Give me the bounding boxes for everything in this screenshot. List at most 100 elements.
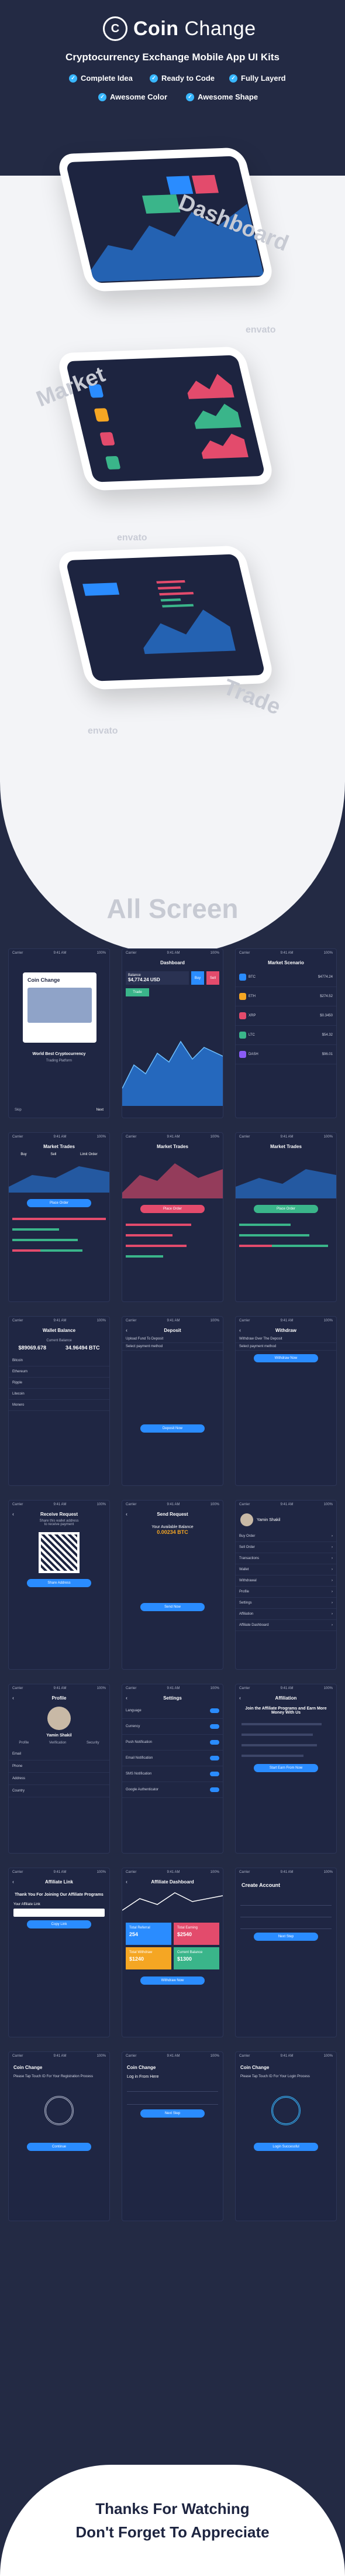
tab-sell[interactable]: Sell: [50, 1153, 57, 1156]
wallet-row[interactable]: Litecoin: [9, 1389, 109, 1400]
share-address-button[interactable]: Share Address: [27, 1579, 91, 1587]
back-arrow-icon[interactable]: ‹: [12, 1879, 14, 1885]
back-arrow-icon[interactable]: ‹: [126, 1511, 127, 1517]
menu-item[interactable]: Sell Order ›: [236, 1542, 336, 1553]
skip-button[interactable]: Skip: [15, 1108, 22, 1112]
fingerprint-icon[interactable]: [44, 2096, 74, 2125]
back-arrow-icon[interactable]: ‹: [126, 1879, 127, 1885]
profile-field-label: Country: [12, 1789, 25, 1793]
coin-symbol: DASH: [249, 1053, 258, 1056]
toggle-switch[interactable]: [210, 1708, 219, 1713]
coin-row[interactable]: BTC $4774.24: [236, 968, 336, 987]
toggle-switch[interactable]: [210, 1787, 219, 1792]
continue-button[interactable]: Continue: [27, 2143, 91, 2151]
settings-item[interactable]: Language: [122, 1703, 223, 1719]
status-bar: Carrier 9:41 AM 100%: [239, 1871, 333, 1874]
menu-item-label: Wallet: [239, 1568, 249, 1571]
menu-item[interactable]: Wallet ›: [236, 1564, 336, 1575]
start-earn-button[interactable]: Start Earn From Now: [254, 1764, 318, 1772]
signup-field[interactable]: [240, 1897, 332, 1906]
place-order-button[interactable]: Place Order: [254, 1205, 318, 1213]
brand-small: Coin Change: [127, 2065, 156, 2070]
tab-security[interactable]: Security: [86, 1741, 99, 1745]
tab-profile[interactable]: Profile: [19, 1741, 29, 1745]
send-now-button[interactable]: Send Now: [140, 1603, 205, 1611]
screen-fingerprint-login: Carrier 9:41 AM 100% Coin Change Please Ta…: [235, 2051, 337, 2221]
status-bar: Carrier 9:41 AM 100%: [239, 1687, 333, 1690]
withdraw-now-button[interactable]: Withdraw Now: [140, 1976, 205, 1985]
toggle-switch[interactable]: [210, 1740, 219, 1745]
profile-field[interactable]: Phone: [9, 1760, 109, 1773]
back-arrow-icon[interactable]: ‹: [126, 1327, 127, 1333]
toggle-switch[interactable]: [210, 1756, 219, 1760]
menu-item[interactable]: Profile ›: [236, 1587, 336, 1598]
next-button[interactable]: Next: [96, 1108, 104, 1112]
withdraw-now-button[interactable]: Withdraw Now: [254, 1354, 318, 1362]
back-arrow-icon[interactable]: ‹: [239, 1695, 241, 1701]
back-arrow-icon[interactable]: ‹: [12, 1695, 14, 1701]
back-arrow-icon[interactable]: ‹: [239, 1327, 241, 1333]
affiliate-tile: Total Earning $2540: [174, 1923, 219, 1945]
wallet-row[interactable]: Ripple: [9, 1378, 109, 1389]
place-order-button[interactable]: Place Order: [140, 1205, 205, 1213]
menu-item[interactable]: Affiliate Dashboard ›: [236, 1620, 336, 1631]
settings-item[interactable]: Push Notification: [122, 1735, 223, 1751]
login-successful-button[interactable]: Login Successful: [254, 2143, 318, 2151]
login-field[interactable]: [127, 2097, 218, 2105]
next-step-button[interactable]: Next Step: [254, 1933, 318, 1941]
menu-item[interactable]: Settings ›: [236, 1598, 336, 1609]
coin-row[interactable]: LTC $54.32: [236, 1026, 336, 1045]
back-arrow-icon[interactable]: ‹: [12, 1511, 14, 1517]
settings-item-label: Currency: [126, 1725, 140, 1728]
next-step-button[interactable]: Next Step: [140, 2109, 205, 2118]
logo-icon: C: [103, 16, 127, 41]
deposit-line: Select payment method: [122, 1343, 223, 1351]
place-order-button[interactable]: Place Order: [27, 1199, 91, 1207]
login-field[interactable]: [127, 2084, 218, 2092]
bid-bar: [12, 1228, 59, 1231]
menu-item-label: Affiliation: [239, 1612, 254, 1616]
settings-item[interactable]: SMS Notification: [122, 1766, 223, 1782]
tab-verification[interactable]: Verification: [49, 1741, 67, 1745]
settings-item-label: Push Notification: [126, 1741, 153, 1744]
brand-logo: C Coin Change: [103, 16, 256, 41]
menu-item[interactable]: Affiliation ›: [236, 1609, 336, 1620]
toggle-switch[interactable]: [210, 1724, 219, 1729]
menu-item[interactable]: Transactions ›: [236, 1553, 336, 1564]
coin-row[interactable]: DASH $96.01: [236, 1045, 336, 1064]
screen-header: ‹ Affiliation: [239, 1695, 297, 1701]
status-bar: Carrier 9:41 AM 100%: [126, 2054, 219, 2058]
chevron-right-icon: ›: [332, 1590, 333, 1594]
profile-field[interactable]: Email: [9, 1748, 109, 1760]
settings-item[interactable]: Currency: [122, 1719, 223, 1735]
tab-buy[interactable]: Buy: [20, 1153, 27, 1156]
qr-code: [39, 1532, 80, 1573]
toggle-switch[interactable]: [210, 1772, 219, 1776]
buy-button[interactable]: Buy: [191, 971, 204, 985]
coin-row[interactable]: ETH $274.52: [236, 987, 336, 1006]
signup-field[interactable]: [240, 1909, 332, 1917]
brand-small: Coin Change: [13, 2065, 43, 2070]
wallet-row[interactable]: Monero: [9, 1400, 109, 1411]
settings-item[interactable]: Google Authenticator: [122, 1782, 223, 1798]
affiliate-link-field[interactable]: [13, 1909, 105, 1917]
status-bar: Carrier 9:41 AM 100%: [12, 1135, 106, 1139]
coin-row[interactable]: XRP $0.3450: [236, 1006, 336, 1026]
coin-list: BTC $4774.24 ETH $274.52 XRP $0.3450 LTC $54.32…: [236, 968, 336, 1064]
sell-button[interactable]: Sell: [206, 971, 219, 985]
menu-item[interactable]: Withdrawal ›: [236, 1575, 336, 1587]
copy-link-button[interactable]: Copy Link: [27, 1920, 91, 1928]
deposit-now-button[interactable]: Deposit Now: [140, 1424, 205, 1433]
coin-price: $4774.24: [318, 975, 333, 979]
trade-button[interactable]: Trade: [126, 988, 149, 996]
settings-item[interactable]: Email Notification: [122, 1751, 223, 1766]
fingerprint-icon[interactable]: [271, 2096, 301, 2125]
wallet-row[interactable]: Bitcoin: [9, 1355, 109, 1366]
menu-item[interactable]: Buy Order ›: [236, 1531, 336, 1542]
signup-field[interactable]: [240, 1921, 332, 1929]
profile-field[interactable]: Address: [9, 1773, 109, 1785]
back-arrow-icon[interactable]: ‹: [126, 1695, 127, 1701]
tab-limit-order[interactable]: Limit Order: [80, 1153, 98, 1156]
wallet-row[interactable]: Ethereum: [9, 1366, 109, 1378]
profile-field[interactable]: Country: [9, 1785, 109, 1797]
